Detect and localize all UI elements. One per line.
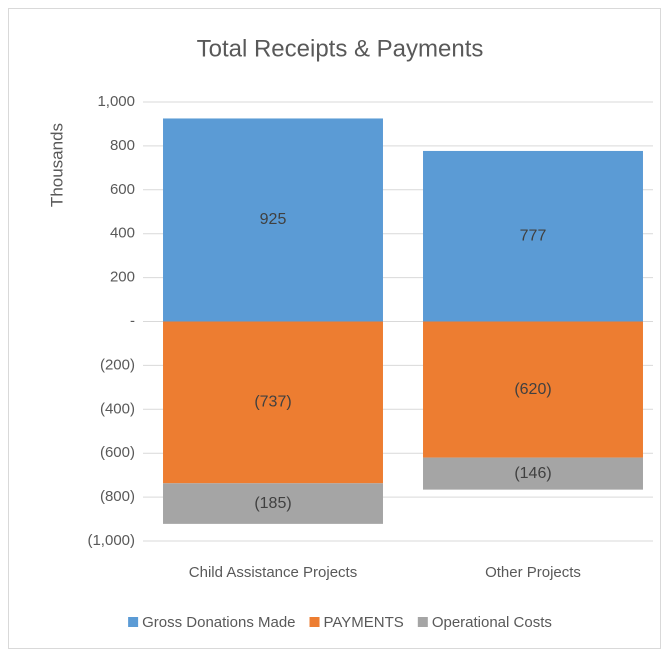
y-tick-label: (1,000) — [87, 532, 135, 549]
bar-segment — [423, 150, 643, 322]
y-axis-label: Thousands — [47, 123, 66, 207]
legend-label: Operational Costs — [432, 614, 552, 631]
data-label: (737) — [254, 394, 291, 411]
data-label: 925 — [260, 211, 287, 228]
y-tick-label: 200 — [110, 269, 135, 286]
legend-label: PAYMENTS — [324, 614, 404, 631]
y-tick-label: 600 — [110, 181, 135, 198]
bar-segment — [423, 321, 643, 458]
data-label: (185) — [254, 495, 291, 512]
x-tick-label: Other Projects — [485, 564, 581, 581]
bar-segment — [163, 118, 383, 322]
y-tick-label: (200) — [100, 356, 135, 373]
legend-swatch — [128, 617, 139, 627]
legend-swatch — [309, 617, 320, 627]
y-tick-label: - — [130, 312, 135, 329]
data-label: (620) — [514, 381, 551, 398]
y-tick-label: (400) — [100, 400, 135, 417]
bar-segment — [423, 457, 643, 490]
data-label: (146) — [514, 465, 551, 482]
y-tick-label: 800 — [110, 137, 135, 154]
chart-title: Total Receipts & Payments — [197, 35, 484, 62]
bar-segment — [163, 321, 383, 484]
legend-swatch — [417, 617, 428, 627]
data-label: 777 — [520, 227, 547, 244]
bar-segment — [163, 483, 383, 524]
x-tick-label: Child Assistance Projects — [189, 564, 357, 581]
y-tick-label: (800) — [100, 488, 135, 505]
legend-label: Gross Donations Made — [142, 614, 295, 631]
y-tick-label: 400 — [110, 225, 135, 242]
y-tick-label: 1,000 — [97, 93, 135, 110]
y-tick-label: (600) — [100, 444, 135, 461]
